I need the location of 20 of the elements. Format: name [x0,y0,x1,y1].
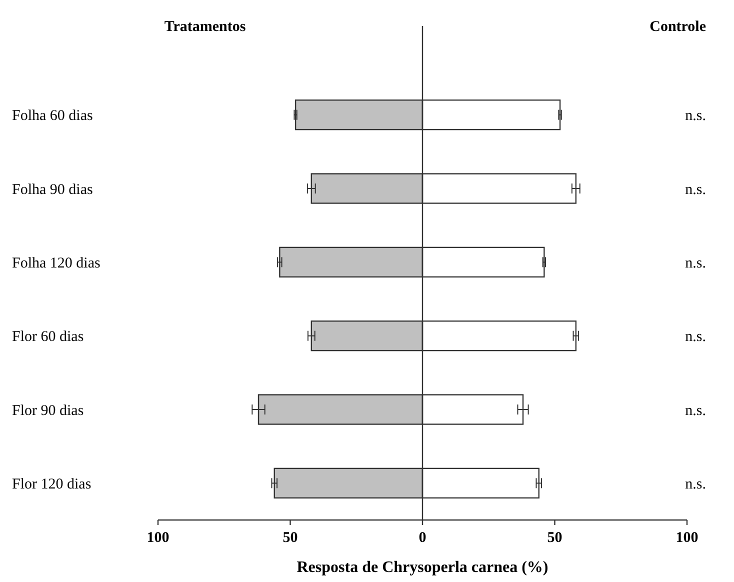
y-tick-label: Folha 120 dias [12,255,100,272]
x-tick-label: 0 [418,530,426,546]
y-tick-label: Flor 120 dias [12,476,92,492]
annotation: n.s. [685,108,706,124]
x-tick-label: 100 [676,530,698,546]
x-axis-title: Resposta de Chrysoperla carnea (%) [296,559,548,576]
annotation: n.s. [685,255,706,272]
x-tick-label: 50 [282,530,298,546]
x-tick-label: 50 [547,530,562,546]
y-tick-label: Folha 90 dias [12,182,93,198]
annotation: n.s. [685,329,706,346]
annotation: Tratamentos [164,19,246,35]
y-tick-label: Flor 60 dias [12,329,84,346]
annotation: n.s. [685,476,706,492]
annotation: n.s. [685,182,706,198]
annotation: n.s. [685,402,706,419]
y-tick-label: Folha 60 dias [12,108,93,124]
annotation: Controle [650,19,706,35]
x-tick-label: 100 [146,530,170,546]
y-tick-label: Flor 90 dias [12,402,84,419]
